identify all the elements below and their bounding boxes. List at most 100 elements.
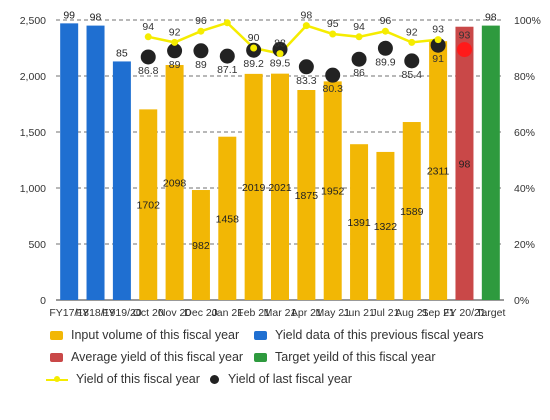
- this-year-yield-label: 98: [301, 10, 313, 22]
- this-year-yield-label: 92: [406, 26, 418, 38]
- average-yield-label: 93: [459, 30, 471, 42]
- this-year-yield-label: 95: [327, 18, 339, 30]
- legend-label-target-yield: Target yeild of this fiscal year: [275, 350, 436, 364]
- this-year-yield-point[interactable]: [302, 22, 310, 30]
- this-year-yield-point[interactable]: [197, 27, 205, 35]
- last-year-yield-point[interactable]: [404, 53, 420, 69]
- last-year-yield-label: 83.3: [296, 75, 317, 87]
- x-tick-label: FY 20/21: [443, 307, 486, 319]
- this-year-yield-point[interactable]: [408, 38, 416, 46]
- bar-label: 2311: [427, 166, 450, 178]
- last-year-yield-point[interactable]: [193, 43, 209, 59]
- legend-label-previous-yield: Yield data of this previous fiscal years: [275, 328, 484, 342]
- legend-item-previous-yield[interactable]: Yield data of this previous fiscal years: [254, 328, 484, 342]
- this-year-yield-point[interactable]: [355, 33, 363, 41]
- x-tick-label: Oct 20: [133, 307, 164, 319]
- x-tick-label: Jun 21: [343, 307, 375, 319]
- last-year-yield-point[interactable]: [140, 49, 156, 65]
- legend-swatch-input-volume: [50, 330, 63, 340]
- bar[interactable]: [376, 151, 395, 300]
- legend-swatch-yield-last-year: [210, 374, 219, 384]
- bar-label: 1458: [216, 213, 240, 225]
- average-yield-point[interactable]: [456, 42, 472, 58]
- bar-label: 1391: [347, 217, 371, 229]
- bar[interactable]: [218, 136, 237, 300]
- this-year-yield-point[interactable]: [434, 36, 442, 44]
- y-tick-label: 2,500: [20, 15, 46, 27]
- legend-item-yield-this-year[interactable]: Yield of this fiscal year: [46, 372, 200, 386]
- yield-labels: 86.8 89 89 87.1 89.2 89.5 83.3 80.3 86 89.9 85.4 91…: [138, 10, 470, 96]
- last-year-yield-point[interactable]: [272, 41, 288, 57]
- x-tick-label: Mar 21: [264, 307, 297, 319]
- bar[interactable]: [350, 144, 369, 300]
- this-year-yield-point[interactable]: [223, 19, 231, 27]
- bar-label: 2019: [242, 182, 266, 194]
- bar[interactable]: [112, 61, 131, 300]
- last-year-yield-point[interactable]: [167, 43, 183, 59]
- legend-label-yield-this-year: Yield of this fiscal year: [76, 372, 200, 386]
- last-year-yield-label: 80.3: [322, 83, 343, 95]
- bar[interactable]: [60, 23, 79, 301]
- bar-label: 1589: [400, 206, 424, 218]
- this-year-yield-point[interactable]: [171, 38, 179, 46]
- this-year-yield-point[interactable]: [329, 30, 337, 38]
- bar-label: 982: [192, 240, 210, 252]
- last-year-yield-point[interactable]: [377, 40, 393, 56]
- bar-label: 1875: [295, 190, 319, 202]
- x-tick-label: Sep 21: [421, 307, 454, 319]
- bar[interactable]: [165, 65, 184, 300]
- this-year-yield-point[interactable]: [144, 33, 152, 41]
- legend-item-yield-last-year[interactable]: Yield of last fiscal year: [206, 372, 352, 386]
- this-year-yield-point[interactable]: [250, 44, 258, 52]
- bar[interactable]: [429, 41, 448, 300]
- bar[interactable]: [323, 81, 342, 300]
- x-tick-label: Nov 20: [158, 307, 191, 319]
- bar-label: 98: [90, 12, 102, 24]
- y2-tick-label: 40%: [514, 183, 535, 195]
- bar-label: 2098: [163, 178, 187, 190]
- x-tick-label: FY18/19: [76, 307, 116, 319]
- bar-label: 98: [459, 158, 471, 170]
- bar[interactable]: [402, 122, 421, 300]
- this-year-yield-point[interactable]: [276, 50, 284, 58]
- bar-label: 99: [63, 9, 75, 21]
- legend-item-target-yield[interactable]: Target yeild of this fiscal year: [254, 350, 436, 364]
- x-tick-label: Feb 21: [237, 307, 270, 319]
- last-year-yield-point[interactable]: [298, 59, 314, 75]
- last-year-yield-label: 89: [195, 59, 207, 71]
- bar-label: 98: [485, 12, 497, 24]
- y2-tick-label: 20%: [514, 239, 535, 251]
- this-year-yield-label: 93: [432, 24, 444, 36]
- x-tick-label: May 21: [315, 307, 350, 319]
- axes: 0 500 1,000 1,500 2,000 2,500 0% 20% 40% 60% 80% 10…: [20, 15, 541, 319]
- bar[interactable]: [455, 26, 474, 300]
- y2-tick-label: 0%: [514, 295, 529, 307]
- x-tick-label: Dec 20: [184, 307, 217, 319]
- last-year-yield-point[interactable]: [219, 48, 235, 64]
- bar[interactable]: [244, 73, 263, 300]
- last-year-yield-point[interactable]: [351, 51, 367, 67]
- bar[interactable]: [271, 73, 289, 300]
- last-year-yield-label: 85.4: [402, 69, 423, 81]
- last-year-yield-point[interactable]: [325, 67, 341, 83]
- x-tick-label: Apr 21: [291, 307, 322, 319]
- legend-item-input-volume[interactable]: Input volume of this fiscal year: [50, 328, 239, 342]
- bar[interactable]: [86, 25, 105, 300]
- this-year-yield-point[interactable]: [381, 27, 389, 35]
- bar[interactable]: [297, 90, 316, 300]
- this-year-yield-label: 96: [195, 15, 207, 27]
- bar[interactable]: [191, 190, 210, 300]
- this-year-yield-label: 92: [169, 26, 181, 38]
- last-year-yield-label: 89.5: [270, 57, 291, 69]
- bar[interactable]: [139, 109, 158, 300]
- legend-item-average-yield[interactable]: Average yield of this fiscal year: [50, 350, 243, 364]
- bar[interactable]: [481, 25, 500, 300]
- legend-swatch-average-yield: [50, 352, 63, 362]
- y-tick-label: 1,000: [20, 183, 46, 195]
- y-tick-label: 1,500: [20, 127, 46, 139]
- last-year-yield-point[interactable]: [430, 37, 446, 53]
- this-year-yield-label: 90: [248, 32, 260, 44]
- y2-tick-label: 100%: [514, 15, 541, 27]
- legend-label-yield-last-year: Yield of last fiscal year: [228, 372, 352, 386]
